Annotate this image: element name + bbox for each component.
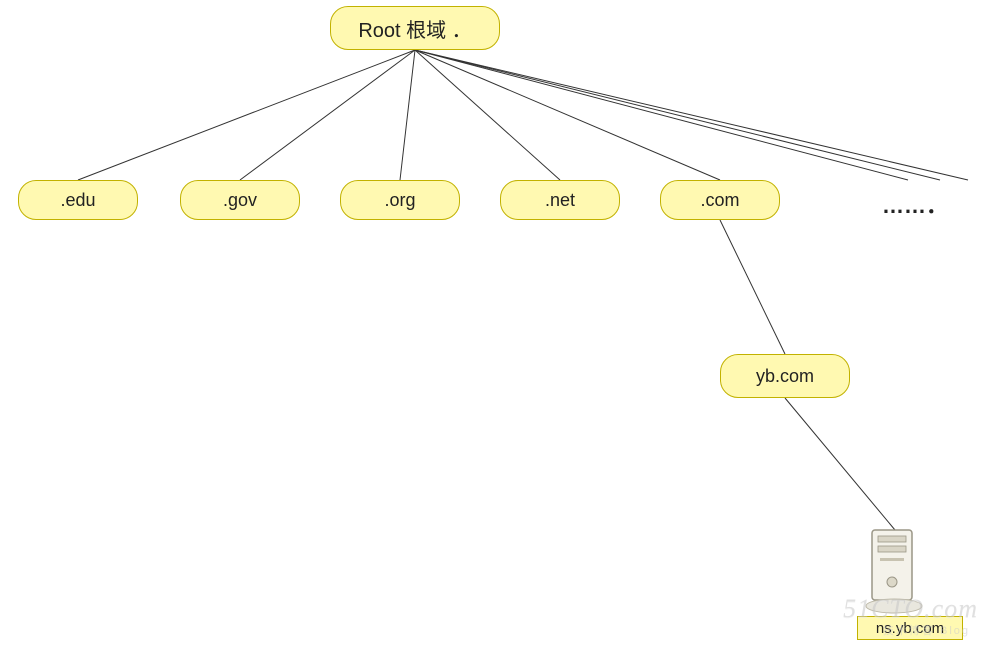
- node-gov: .gov: [180, 180, 300, 220]
- node-com: .com: [660, 180, 780, 220]
- node-yb: yb.com: [720, 354, 850, 398]
- node-root: Root 根域 ．: [330, 6, 500, 50]
- watermark-sub: 技术博客 Blog: [883, 622, 970, 638]
- diagram-edges: [0, 0, 984, 646]
- ellipsis-more: ……．: [882, 188, 948, 220]
- node-net: .net: [500, 180, 620, 220]
- node-org: .org: [340, 180, 460, 220]
- watermark: 51CTO.com: [843, 594, 978, 624]
- node-edu: .edu: [18, 180, 138, 220]
